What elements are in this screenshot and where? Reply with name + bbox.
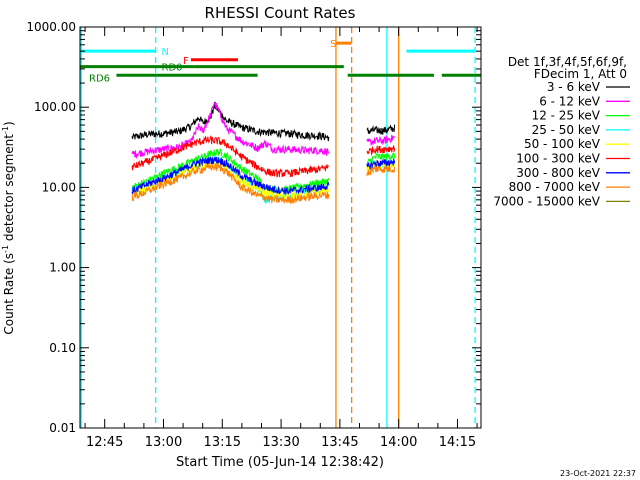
- legend-label-3-6-kev: 3 - 6 keV: [547, 80, 601, 94]
- legend-label-100-300-kev: 100 - 300 keV: [516, 152, 600, 166]
- marker-lines: [80, 27, 476, 428]
- series-3-6-kev: [131, 101, 330, 142]
- x-tick-label: 14:15: [439, 435, 476, 450]
- x-tick-label: 13:15: [204, 435, 241, 450]
- flag-bars: N RD0 RD6 F S: [80, 39, 481, 84]
- flag-label-n: N: [162, 47, 169, 58]
- footer-date: 23-Oct-2021 22:37: [560, 469, 636, 478]
- x-tick-label: 13:00: [145, 435, 182, 450]
- y-tick-label: 0.01: [49, 421, 76, 435]
- legend-label-300-800-kev: 300 - 800 keV: [516, 166, 600, 180]
- series-300-800-kev: [131, 156, 330, 196]
- legend: Det 1f,3f,4f,5f,6f,9f, FDecim 1, Att 0 3…: [493, 55, 630, 208]
- y-tick-label: 100.00: [34, 100, 76, 114]
- series-300-800-kev: [366, 157, 396, 170]
- y-axis-label-tail: detector segment: [2, 134, 16, 245]
- series-100-300-kev: [131, 135, 329, 178]
- x-axis: 12:45 13:00 13:15 13:30 13:45 14:00 14:15: [84, 27, 478, 450]
- x-tick-label: 13:45: [321, 435, 358, 450]
- chart-title: RHESSI Count Rates: [205, 4, 356, 22]
- flag-label-s: S: [330, 39, 336, 50]
- flag-label-rd6: RD6: [89, 73, 110, 84]
- x-tick-label: 12:45: [86, 435, 123, 450]
- y-axis-label-sup: -1: [1, 245, 10, 253]
- flag-label-rd0: RD0: [162, 63, 183, 74]
- series-800-7000-kev: [131, 162, 330, 205]
- series-800-7000-kev: [366, 165, 396, 177]
- legend-label-50-100-kev: 50 - 100 keV: [524, 137, 601, 151]
- y-tick-label: 0.10: [49, 341, 76, 355]
- legend-label-800-7000-kev: 800 - 7000 keV: [509, 180, 601, 194]
- y-tick-label: 1000.00: [26, 20, 76, 34]
- legend-header-line-1: Det 1f,3f,4f,5f,6f,9f,: [508, 55, 627, 69]
- legend-label-12-25-kev: 12 - 25 keV: [532, 109, 601, 123]
- y-tick-label: 1.00: [49, 261, 76, 275]
- y-tick-label: 10.00: [42, 180, 76, 194]
- y-axis-label: Count Rate (s-1 detector segment-1): [1, 121, 16, 334]
- series-6-12-kev: [131, 101, 330, 160]
- legend-header-line-2: FDecim 1, Att 0: [534, 67, 627, 81]
- x-tick-label: 13:30: [262, 435, 299, 450]
- legend-label-7000-15000-kev: 7000 - 15000 keV: [493, 194, 600, 208]
- x-tick-label: 14:00: [380, 435, 417, 450]
- flag-label-f: F: [183, 56, 189, 67]
- series-6-12-kev: [366, 134, 396, 146]
- legend-label-6-12-kev: 6 - 12 keV: [539, 94, 601, 108]
- y-axis: 0.01 0.10 1.00 10.00 100.00 1000.00: [26, 20, 481, 435]
- y-axis-label-close: ): [2, 121, 16, 126]
- series-3-6-kev: [366, 124, 396, 136]
- y-axis-label-main: Count Rate (s: [2, 253, 16, 335]
- legend-label-25-50-kev: 25 - 50 keV: [532, 123, 601, 137]
- series-100-300-kev: [366, 145, 396, 157]
- plot-frame: [79, 26, 482, 429]
- y-axis-label-sup2: -1: [1, 126, 10, 134]
- x-axis-label: Start Time (05-Jun-14 12:38:42): [176, 455, 384, 470]
- series-lines: [131, 101, 396, 205]
